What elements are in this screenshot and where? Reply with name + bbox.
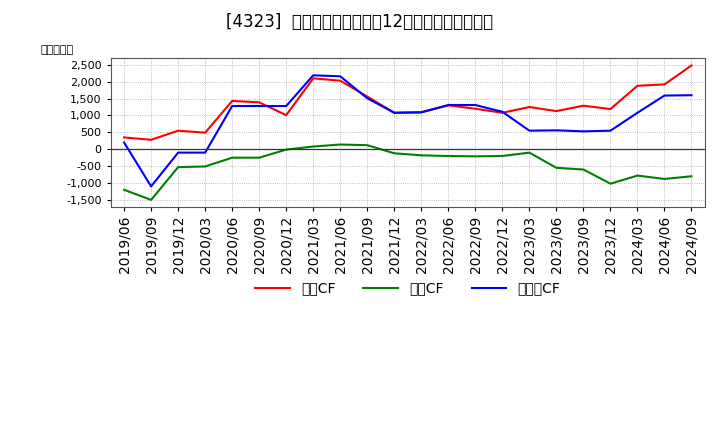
- 営業CF: [336, 78, 345, 83]
- フリーCF: [579, 129, 588, 134]
- 営業CF: [606, 106, 615, 112]
- 営業CF: [498, 110, 507, 115]
- 投資CF: [336, 142, 345, 147]
- 投資CF: [471, 154, 480, 159]
- 投資CF: [228, 155, 236, 160]
- Line: フリーCF: フリーCF: [124, 75, 691, 187]
- 投資CF: [552, 165, 561, 170]
- フリーCF: [363, 95, 372, 101]
- 営業CF: [363, 94, 372, 99]
- フリーCF: [174, 150, 182, 155]
- フリーCF: [282, 103, 291, 109]
- フリーCF: [471, 103, 480, 108]
- 営業CF: [579, 103, 588, 108]
- 営業CF: [282, 113, 291, 118]
- 投資CF: [525, 150, 534, 155]
- 営業CF: [255, 100, 264, 105]
- 投資CF: [174, 165, 182, 170]
- 投資CF: [687, 174, 696, 179]
- フリーCF: [633, 110, 642, 115]
- 投資CF: [660, 176, 669, 182]
- 投資CF: [201, 164, 210, 169]
- フリーCF: [120, 140, 128, 145]
- 営業CF: [309, 76, 318, 81]
- フリーCF: [390, 110, 399, 115]
- 投資CF: [633, 173, 642, 178]
- 営業CF: [201, 130, 210, 136]
- フリーCF: [498, 109, 507, 114]
- フリーCF: [228, 103, 236, 109]
- 投資CF: [120, 187, 128, 192]
- 営業CF: [417, 110, 426, 115]
- 投資CF: [390, 150, 399, 156]
- 営業CF: [444, 103, 453, 108]
- 投資CF: [282, 147, 291, 152]
- フリーCF: [255, 103, 264, 109]
- フリーCF: [417, 110, 426, 115]
- 営業CF: [228, 98, 236, 103]
- 投資CF: [309, 144, 318, 149]
- フリーCF: [336, 73, 345, 79]
- 営業CF: [390, 110, 399, 115]
- フリーCF: [309, 73, 318, 78]
- 営業CF: [471, 106, 480, 111]
- フリーCF: [444, 103, 453, 108]
- 投資CF: [417, 153, 426, 158]
- 投資CF: [498, 154, 507, 159]
- 投資CF: [147, 197, 156, 202]
- フリーCF: [525, 128, 534, 133]
- 営業CF: [174, 128, 182, 133]
- フリーCF: [660, 93, 669, 98]
- 投資CF: [363, 143, 372, 148]
- 投資CF: [255, 155, 264, 160]
- 投資CF: [444, 154, 453, 159]
- 営業CF: [660, 82, 669, 87]
- Y-axis label: （百万円）: （百万円）: [40, 45, 73, 55]
- フリーCF: [552, 128, 561, 133]
- 営業CF: [147, 137, 156, 143]
- 営業CF: [552, 108, 561, 114]
- 営業CF: [633, 83, 642, 88]
- フリーCF: [201, 150, 210, 155]
- Legend: 営業CF, 投資CF, フリーCF: 営業CF, 投資CF, フリーCF: [250, 276, 566, 301]
- 投資CF: [579, 167, 588, 172]
- 営業CF: [687, 63, 696, 68]
- フリーCF: [147, 184, 156, 189]
- 営業CF: [525, 104, 534, 110]
- Line: 投資CF: 投資CF: [124, 144, 691, 200]
- フリーCF: [606, 128, 615, 133]
- フリーCF: [687, 92, 696, 98]
- 営業CF: [120, 135, 128, 140]
- Text: [4323]  キャッシュフローの12か月移動合計の推移: [4323] キャッシュフローの12か月移動合計の推移: [226, 13, 494, 31]
- Line: 営業CF: 営業CF: [124, 66, 691, 140]
- 投資CF: [606, 181, 615, 186]
